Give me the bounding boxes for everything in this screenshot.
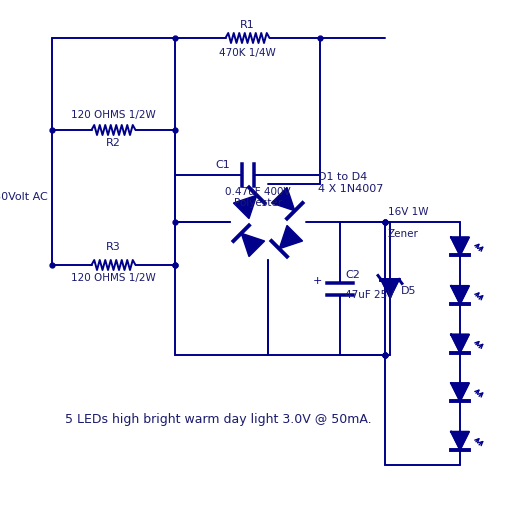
Text: 120 OHMS 1/2W: 120 OHMS 1/2W <box>71 273 156 283</box>
Text: C1: C1 <box>215 160 230 170</box>
Text: 230Volt AC: 230Volt AC <box>0 193 48 202</box>
Polygon shape <box>451 286 469 304</box>
Text: D5: D5 <box>401 285 416 296</box>
Polygon shape <box>451 383 469 401</box>
Text: 470K 1/4W: 470K 1/4W <box>219 48 276 58</box>
Polygon shape <box>279 226 302 249</box>
Polygon shape <box>271 187 295 211</box>
Polygon shape <box>233 195 257 218</box>
Text: R1: R1 <box>240 20 255 30</box>
Text: 47uF 25V: 47uF 25V <box>345 290 394 300</box>
Polygon shape <box>241 233 265 256</box>
Text: 0.47uF 400V: 0.47uF 400V <box>225 187 291 197</box>
Polygon shape <box>451 237 469 255</box>
Polygon shape <box>451 335 469 352</box>
Text: 16V 1W: 16V 1W <box>388 207 428 217</box>
Text: 120 OHMS 1/2W: 120 OHMS 1/2W <box>71 110 156 120</box>
Text: 5 LEDs high bright warm day light 3.0V @ 50mA.: 5 LEDs high bright warm day light 3.0V @… <box>65 414 372 426</box>
Text: +: + <box>313 277 322 286</box>
Text: Zener: Zener <box>388 229 419 239</box>
Polygon shape <box>381 280 399 298</box>
Text: R2: R2 <box>106 138 121 148</box>
Text: Polyester: Polyester <box>234 198 282 208</box>
Text: C2: C2 <box>345 270 360 281</box>
Text: R3: R3 <box>106 242 121 252</box>
Text: D1 to D4: D1 to D4 <box>318 172 367 182</box>
Polygon shape <box>451 432 469 450</box>
Text: 4 X 1N4007: 4 X 1N4007 <box>318 184 383 194</box>
